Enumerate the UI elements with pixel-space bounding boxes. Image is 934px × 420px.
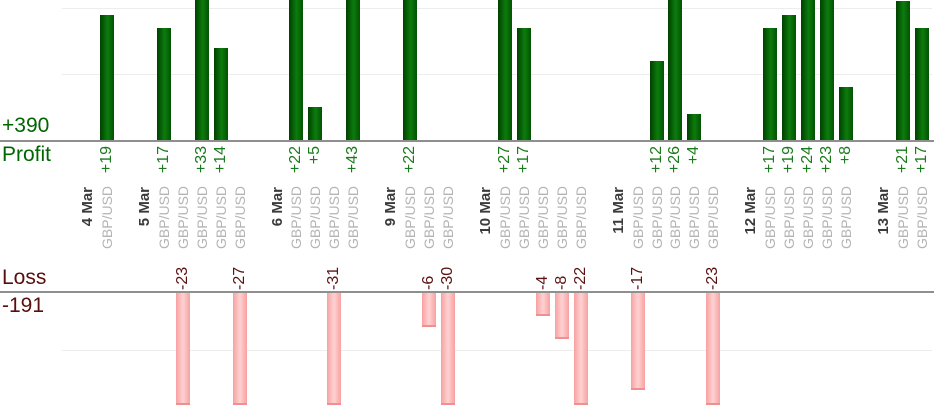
profit-axis-line <box>0 140 934 142</box>
profit-bar[interactable] <box>801 0 816 140</box>
profit-bar[interactable] <box>99 15 114 140</box>
loss-bar[interactable] <box>232 293 247 405</box>
loss-bar[interactable] <box>422 293 437 327</box>
loss-axis-line <box>0 291 934 293</box>
date-label: 13 Mar <box>874 187 892 235</box>
trade-value-label: +17 <box>514 146 532 174</box>
profit-bar[interactable] <box>895 1 910 140</box>
trade-value-label: -17 <box>628 266 646 290</box>
loss-bar[interactable] <box>441 293 456 405</box>
trade-value-label: +17 <box>761 146 779 174</box>
trade-value-label: +8 <box>837 146 854 165</box>
profit-bar[interactable] <box>782 15 797 140</box>
gridline <box>62 74 932 75</box>
loss-bar[interactable] <box>327 293 342 405</box>
profit-bar[interactable] <box>213 48 228 140</box>
trade-value-label: +19 <box>97 146 115 174</box>
trade-value-label: +26 <box>666 146 684 174</box>
trade-value-label: -8 <box>552 275 570 290</box>
trade-value-label: +24 <box>799 146 817 174</box>
loss-bar[interactable] <box>535 293 550 316</box>
profit-bar[interactable] <box>687 114 702 140</box>
loss-bar[interactable] <box>573 293 588 405</box>
trade-value-label: +27 <box>495 146 513 174</box>
date-label: 11 Mar <box>609 187 627 234</box>
profit-section-label: Profit <box>2 143 52 166</box>
loss-total-label: -191 <box>2 294 45 317</box>
profit-bar[interactable] <box>914 28 929 140</box>
trade-value-label: -22 <box>571 266 589 290</box>
profit-bar[interactable] <box>308 107 323 140</box>
profit-bar[interactable] <box>516 28 531 140</box>
trade-value-label: +23 <box>818 146 836 174</box>
trade-value-label: +19 <box>780 146 798 174</box>
date-label: 6 Mar <box>268 187 286 227</box>
trade-value-label: -31 <box>325 266 343 290</box>
trade-value-label: +22 <box>401 146 419 174</box>
profit-bar[interactable] <box>403 0 418 140</box>
loss-section-label: Loss <box>2 266 47 289</box>
trade-value-label: +33 <box>192 146 210 174</box>
profit-total-label: +390 <box>2 114 50 137</box>
profit-bar[interactable] <box>156 28 171 140</box>
trade-value-label: +17 <box>154 146 172 174</box>
trade-value-label: +5 <box>306 146 324 165</box>
date-label: 10 Mar <box>476 187 494 235</box>
loss-bar[interactable] <box>554 293 569 339</box>
date-label: 5 Mar <box>135 187 153 227</box>
trade-value-label: +21 <box>893 146 911 174</box>
profit-bar[interactable] <box>839 87 853 140</box>
trade-value-label: +14 <box>211 146 229 174</box>
trade-value-label: -27 <box>230 266 248 290</box>
profit-bar[interactable] <box>497 0 512 140</box>
trade-value-label: -30 <box>439 266 457 290</box>
trade-value-label: +43 <box>344 146 362 174</box>
loss-bar[interactable] <box>175 293 190 405</box>
trade-value-label: -23 <box>704 266 722 290</box>
trade-value-label: -6 <box>420 275 438 290</box>
date-label: 9 Mar <box>382 187 400 227</box>
trade-value-label: +4 <box>685 146 703 165</box>
gridline <box>62 350 932 351</box>
trade-value-label: -4 <box>533 275 551 290</box>
profit-bar[interactable] <box>649 61 664 140</box>
profit-bar[interactable] <box>668 0 683 140</box>
trade-value-label: +22 <box>287 146 305 174</box>
profit-bar[interactable] <box>194 0 209 140</box>
profit-bar[interactable] <box>289 0 304 140</box>
trade-value-label: +12 <box>647 146 665 174</box>
gridline <box>62 8 932 9</box>
loss-bar[interactable] <box>630 293 645 390</box>
trade-value-label: +17 <box>912 146 930 174</box>
profit-bar[interactable] <box>346 0 361 140</box>
date-label: 4 Mar <box>79 187 96 227</box>
loss-bar[interactable] <box>706 293 721 405</box>
profit-bar[interactable] <box>820 0 835 140</box>
trade-value-label: -23 <box>173 266 191 290</box>
profit-bar[interactable] <box>763 28 778 140</box>
date-label: 12 Mar <box>742 187 760 235</box>
